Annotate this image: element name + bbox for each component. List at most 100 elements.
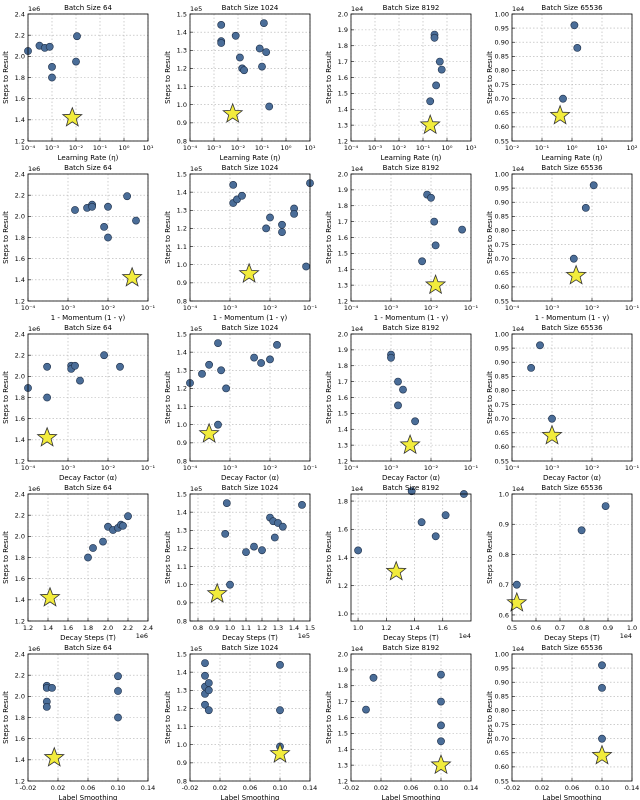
y-tick-label: 2.0 bbox=[338, 170, 348, 178]
subplot-r1-c3: 10⁻⁴ 10⁻³ 10⁻² 10⁻¹ 10⁰ 10¹ 1.2 1.3 1.4 1.5 1.6 1.7… bbox=[325, 4, 477, 162]
y-tick-label: 1.2 bbox=[338, 137, 348, 145]
data-point bbox=[238, 191, 246, 200]
data-point bbox=[214, 339, 222, 347]
data-point bbox=[257, 359, 265, 367]
x-axis-label: Decay Steps (T) bbox=[222, 634, 278, 642]
y-tick-label: 1.4 bbox=[15, 436, 25, 444]
plot-frame bbox=[350, 493, 472, 622]
data-point bbox=[394, 401, 402, 410]
y-tick-label: 1.5 bbox=[338, 730, 348, 738]
best-result-star bbox=[121, 266, 143, 287]
x-tick-label: -0.02 bbox=[182, 784, 199, 792]
y-tick-label: 0.85 bbox=[495, 373, 509, 381]
data-point bbox=[71, 206, 79, 214]
data-point bbox=[89, 544, 97, 552]
y-tick-label: 1.2 bbox=[177, 225, 187, 233]
subplot-r5-c2: -0.02 0.02 0.06 0.10 0.14 0.8 0.9 1.0 1.1 1.2 1.3 1… bbox=[164, 644, 317, 800]
best-result-star bbox=[549, 104, 571, 125]
y-tick-label: 0.90 bbox=[495, 39, 509, 47]
x-axis-label: Learning Rate (η) bbox=[542, 154, 603, 162]
x-tick-label: 10⁻¹ bbox=[141, 304, 156, 312]
plot-frame bbox=[511, 333, 633, 462]
y-tick-label: 1.2 bbox=[177, 545, 187, 553]
y-tick-label: 1.5 bbox=[177, 330, 187, 338]
subplot-r4-c1: 1.2 1.4 1.6 1.8 2.0 2.2 2.4 1.2 1.4 1.6 1.8 2.0 2.2 2… bbox=[2, 484, 153, 642]
y-tick-label: 1.6 bbox=[15, 575, 25, 583]
plot-frame bbox=[189, 333, 311, 462]
y-tick-label: 0.85 bbox=[495, 693, 509, 701]
data-point bbox=[250, 542, 258, 551]
y-tick-label: 1.2 bbox=[15, 297, 25, 305]
best-result-star bbox=[424, 273, 447, 295]
data-point bbox=[100, 351, 108, 360]
y-tick-label: 0.8 bbox=[177, 297, 187, 305]
data-point bbox=[527, 363, 535, 372]
plot-frame bbox=[511, 173, 633, 302]
best-result-star bbox=[198, 422, 220, 443]
x-tick-label: 10⁻¹ bbox=[93, 144, 108, 152]
data-point bbox=[581, 203, 590, 212]
x-tick-label: 0.02 bbox=[51, 784, 65, 792]
x-tick-label: 1.0 bbox=[627, 624, 637, 632]
y-multiplier: 1e5 bbox=[190, 5, 202, 13]
y-tick-label: 1.6 bbox=[15, 415, 25, 423]
y-tick-label: 1.1 bbox=[177, 723, 187, 731]
y-multiplier: 1e6 bbox=[28, 645, 40, 653]
x-tick-label: 10⁻² bbox=[585, 464, 600, 472]
subplot-r5-c3: -0.02 0.02 0.06 0.10 0.14 1.2 1.3 1.4 1.5 1.6 1.7 1… bbox=[325, 644, 478, 800]
y-tick-label: 1.6 bbox=[338, 394, 348, 402]
y-tick-label: 2.4 bbox=[15, 650, 25, 658]
y-axis-label: Steps to Result bbox=[325, 691, 333, 744]
subplot-r2-c4: 10⁻⁴ 10⁻³ 10⁻² 10⁻¹ 0.55 0.60 0.65 0.70 0.75 0.80… bbox=[486, 164, 640, 322]
subplot-title: Batch Size 1024 bbox=[222, 4, 279, 12]
data-point bbox=[437, 65, 446, 74]
y-tick-label: 0.6 bbox=[499, 611, 509, 619]
x-tick-label: 0.5 bbox=[507, 624, 517, 632]
y-axis-label: Steps to Result bbox=[486, 371, 494, 424]
data-point bbox=[226, 580, 234, 589]
subplot-title: Batch Size 65536 bbox=[541, 324, 603, 332]
y-multiplier: 1e6 bbox=[28, 5, 40, 13]
best-result-star bbox=[506, 591, 528, 612]
y-axis-label: Steps to Result bbox=[325, 211, 333, 264]
best-result-star bbox=[206, 582, 228, 603]
y-tick-label: 0.95 bbox=[495, 24, 509, 32]
x-tick-label: 10⁻⁴ bbox=[21, 304, 36, 312]
y-tick-label: 1.6 bbox=[15, 95, 25, 103]
x-axis-label: 1 - Momentum (1 - γ) bbox=[535, 314, 610, 322]
data-point bbox=[394, 377, 402, 386]
x-tick-label: 10⁻³ bbox=[384, 464, 399, 472]
x-axis-label: Learning Rate (η) bbox=[381, 154, 442, 162]
plot-frame bbox=[189, 653, 311, 782]
y-tick-label: 0.70 bbox=[495, 95, 509, 103]
x-axis-label: Learning Rate (η) bbox=[220, 154, 281, 162]
x-tick-label: 0.02 bbox=[213, 784, 227, 792]
x-tick-label: 10⁻¹ bbox=[625, 304, 640, 312]
y-tick-label: 1.0 bbox=[177, 581, 187, 589]
y-multiplier: 1e4 bbox=[351, 645, 363, 653]
y-tick-label: 1.7 bbox=[338, 698, 348, 706]
y-multiplier: 1e4 bbox=[512, 5, 524, 13]
y-multiplier: 1e4 bbox=[512, 645, 524, 653]
y-tick-label: 1.2 bbox=[177, 385, 187, 393]
y-tick-label: 0.70 bbox=[495, 255, 509, 263]
y-tick-label: 1.8 bbox=[15, 554, 25, 562]
x-tick-label: 10⁻¹ bbox=[535, 144, 550, 152]
plot-frame bbox=[350, 653, 472, 782]
plot-frame bbox=[511, 13, 633, 142]
y-tick-label: 1.4 bbox=[338, 554, 348, 562]
y-tick-label: 2.2 bbox=[15, 31, 25, 39]
y-tick-label: 1.3 bbox=[177, 527, 187, 535]
x-axis-label: Label Smoothing bbox=[543, 794, 602, 800]
subplot-title: Batch Size 64 bbox=[64, 324, 112, 332]
y-tick-label: 0.9 bbox=[177, 759, 187, 767]
data-point bbox=[114, 687, 122, 695]
data-point bbox=[217, 366, 225, 375]
x-tick-label: -0.02 bbox=[504, 784, 521, 792]
y-tick-label: 1.5 bbox=[177, 490, 187, 498]
x-tick-label: 0.8 bbox=[579, 624, 589, 632]
y-tick-label: 1.8 bbox=[15, 234, 25, 242]
y-tick-label: 1.00 bbox=[495, 10, 509, 18]
data-point bbox=[114, 672, 122, 681]
